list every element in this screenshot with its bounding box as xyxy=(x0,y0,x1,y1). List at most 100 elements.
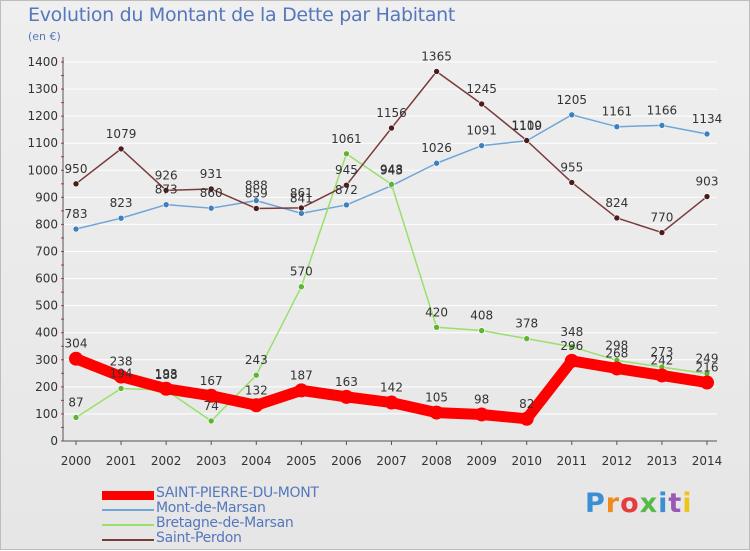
data-point xyxy=(388,181,395,188)
y-tick-label: 500 xyxy=(35,299,58,313)
data-label: 82 xyxy=(519,397,534,411)
data-point xyxy=(298,210,305,217)
data-label: 348 xyxy=(560,325,583,339)
data-point xyxy=(204,388,219,403)
data-label: 194 xyxy=(110,366,133,380)
data-point xyxy=(658,229,666,236)
x-tick-label: 2012 xyxy=(602,454,633,468)
data-point xyxy=(207,185,215,193)
data-point xyxy=(523,335,531,342)
y-tick-label: 0 xyxy=(50,434,58,448)
logo-letter: P xyxy=(585,488,606,519)
data-point xyxy=(384,395,399,410)
data-label: 268 xyxy=(605,346,628,360)
data-label: 903 xyxy=(696,175,719,189)
data-point xyxy=(478,327,485,334)
data-label: 242 xyxy=(650,353,673,367)
data-label: 163 xyxy=(335,375,358,389)
logo-letter: t xyxy=(668,488,683,519)
data-label: 243 xyxy=(245,353,268,367)
x-tick-label: 2000 xyxy=(61,454,92,468)
y-tick-label: 1200 xyxy=(27,109,58,123)
data-point xyxy=(207,417,215,425)
data-point xyxy=(343,181,350,189)
legend-swatch xyxy=(102,524,154,526)
x-tick-label: 2002 xyxy=(151,454,182,468)
data-label: 408 xyxy=(470,309,493,323)
x-tick-label: 2014 xyxy=(692,454,723,468)
data-point xyxy=(703,130,711,138)
data-label: 304 xyxy=(65,337,88,351)
legend-label: Bretagne-de-Marsan xyxy=(156,515,294,531)
y-tick-label: 900 xyxy=(35,190,58,204)
data-point xyxy=(298,283,305,290)
y-tick-label: 400 xyxy=(35,326,58,340)
data-point xyxy=(568,343,576,351)
data-label: 1161 xyxy=(602,105,633,119)
logo-letter: i xyxy=(682,488,693,519)
y-tick-label: 1300 xyxy=(27,82,58,96)
data-point xyxy=(294,383,309,398)
data-label: 105 xyxy=(425,391,448,405)
y-tick-label: 1100 xyxy=(27,136,58,150)
data-point xyxy=(72,225,80,233)
data-point xyxy=(117,145,125,153)
data-point xyxy=(568,111,576,119)
data-label: 188 xyxy=(155,368,178,382)
data-label: 861 xyxy=(290,186,313,200)
logo-letter: x xyxy=(639,488,659,519)
x-tick-label: 2011 xyxy=(557,454,588,468)
data-label: 888 xyxy=(245,179,268,193)
data-label: 570 xyxy=(290,265,313,279)
data-point xyxy=(474,407,489,422)
y-tick-label: 300 xyxy=(35,353,58,367)
data-point xyxy=(478,142,485,149)
y-tick-label: 1000 xyxy=(27,163,58,177)
data-point xyxy=(658,122,666,129)
data-point xyxy=(523,137,531,144)
data-label: 1026 xyxy=(421,141,452,155)
data-point xyxy=(613,123,621,131)
data-label: 1166 xyxy=(647,103,678,117)
data-label: 860 xyxy=(200,186,223,200)
y-tick-label: 1400 xyxy=(27,55,58,69)
data-point xyxy=(252,197,260,204)
x-tick-label: 2004 xyxy=(241,454,272,468)
legend-label: Saint-Perdon xyxy=(156,530,242,546)
logo-letter: i xyxy=(658,488,669,519)
x-tick-label: 2001 xyxy=(106,454,137,468)
data-point xyxy=(703,193,711,200)
data-point xyxy=(568,179,576,186)
data-label: 1205 xyxy=(557,93,588,107)
x-tick-label: 2006 xyxy=(331,454,362,468)
data-label: 296 xyxy=(560,339,583,353)
data-point xyxy=(207,204,215,212)
data-label: 1134 xyxy=(692,112,723,126)
legend-label: Mont-de-Marsan xyxy=(156,500,266,516)
y-tick-label: 600 xyxy=(35,272,58,286)
data-label: 1156 xyxy=(376,106,407,120)
data-label: 770 xyxy=(650,211,673,225)
data-label: 872 xyxy=(335,183,358,197)
data-label: 945 xyxy=(335,163,358,177)
data-label: 167 xyxy=(200,374,223,388)
legend-swatch xyxy=(102,509,154,511)
data-label: 955 xyxy=(560,160,583,174)
y-tick-label: 700 xyxy=(35,245,58,259)
data-label: 859 xyxy=(245,186,268,200)
legend-swatch xyxy=(102,539,154,541)
logo-letter: o xyxy=(620,488,640,519)
data-label: 841 xyxy=(290,191,313,205)
data-label: 943 xyxy=(380,164,403,178)
data-point xyxy=(72,414,80,421)
data-label: 193 xyxy=(155,367,178,381)
data-point xyxy=(433,159,440,167)
x-tick-label: 2007 xyxy=(376,454,407,468)
data-label: 873 xyxy=(155,183,178,197)
legend-swatch xyxy=(102,490,154,500)
data-point xyxy=(69,351,83,366)
x-tick-label: 2005 xyxy=(286,454,317,468)
data-point xyxy=(700,375,714,390)
